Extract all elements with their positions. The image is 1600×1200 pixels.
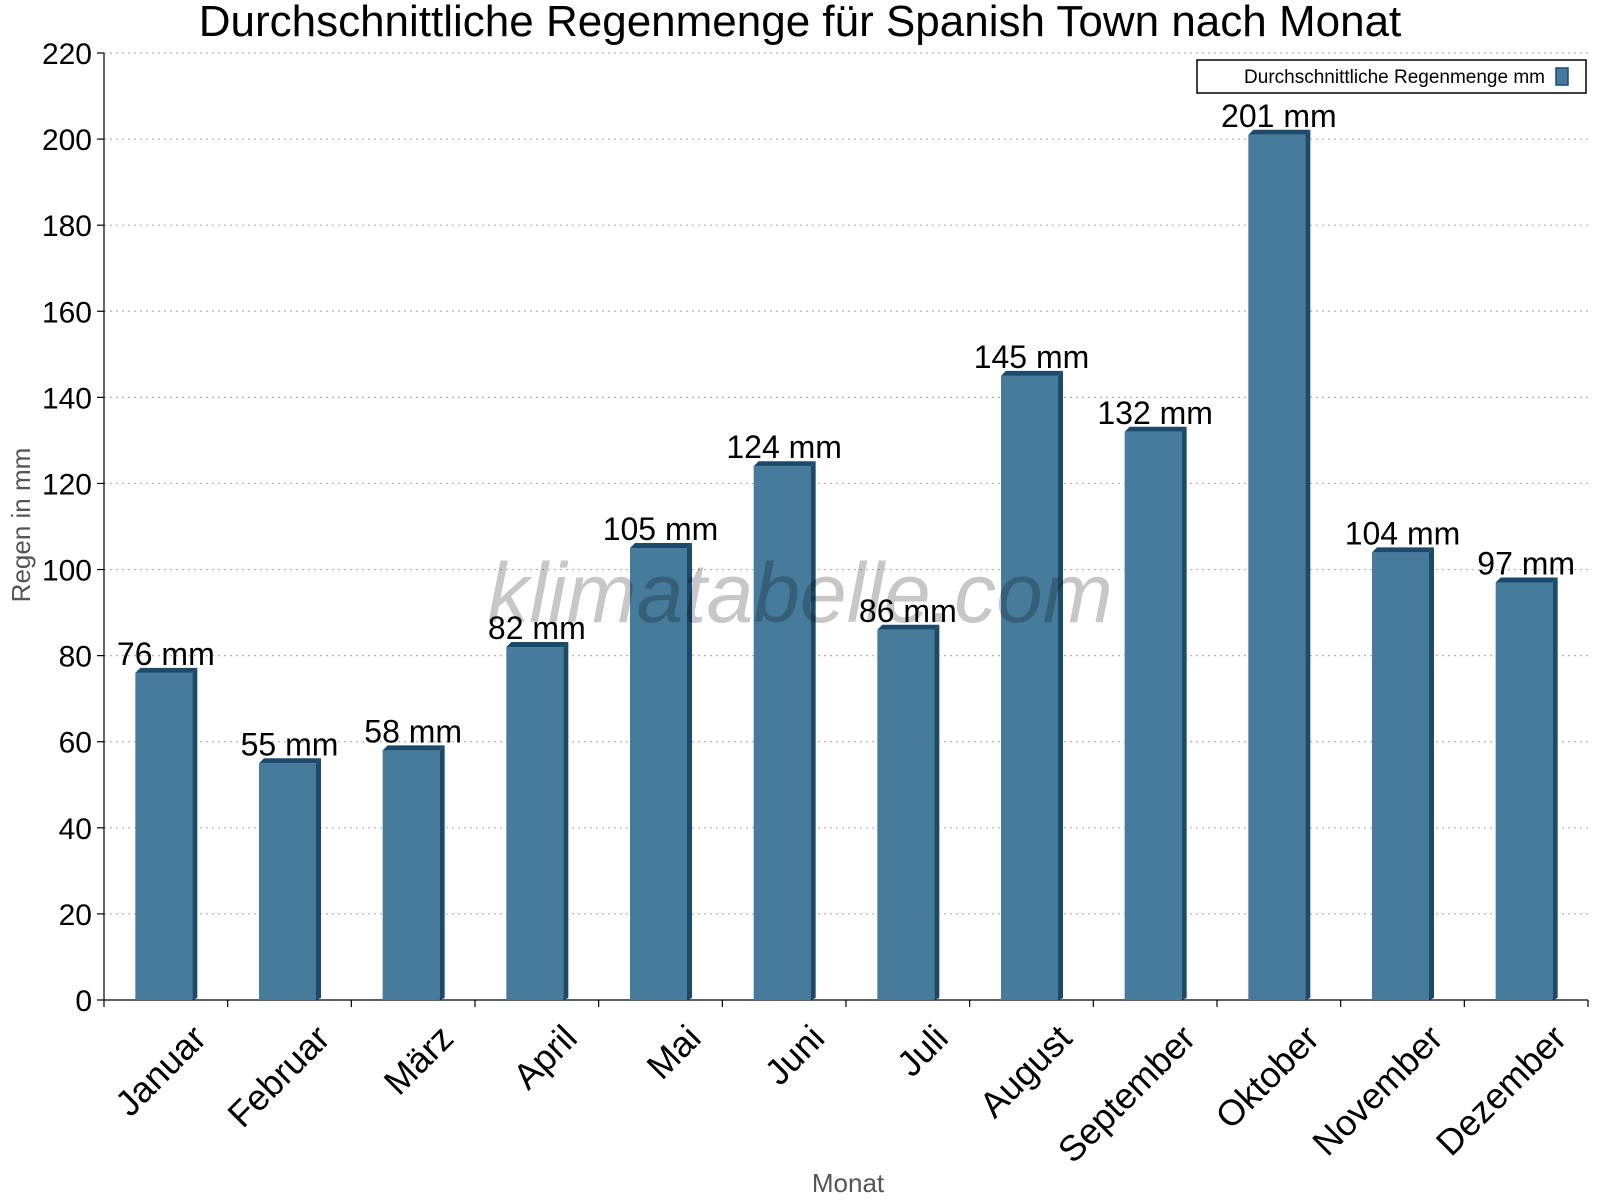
- x-axis-ticks: Januar Februar März April Mai Juni Juli AugustS…: [103, 1000, 1589, 1171]
- bar-top: [1001, 370, 1063, 376]
- y-tick-label: 100: [42, 555, 92, 588]
- bar-value-label: 132 mm: [1097, 395, 1213, 431]
- bar: [1001, 375, 1058, 1000]
- bar-top: [630, 543, 692, 549]
- bar-group: 86 mm: [859, 593, 957, 1000]
- bar: [135, 672, 193, 1000]
- bar-top: [1248, 129, 1311, 135]
- x-tick-label: Oktober: [1207, 1017, 1327, 1137]
- bar-series: 76 mm 55 mm 58 mm 82 mm 105 mm 124 mm 86 mm 145…: [117, 98, 1575, 1001]
- x-tick-label: Mai: [639, 1017, 709, 1087]
- bar: [1372, 552, 1429, 1000]
- bar-top: [259, 758, 321, 764]
- bar-side: [1305, 129, 1311, 1000]
- bar-value-label: 145 mm: [974, 339, 1090, 375]
- bar-group: 58 mm: [364, 713, 462, 1000]
- legend-label: Durchschnittliche Regenmenge mm: [1244, 67, 1545, 88]
- x-tick-label: Januar: [107, 1017, 214, 1124]
- bar-group: 132 mm: [1097, 395, 1213, 1000]
- bar-value-label: 55 mm: [241, 726, 339, 762]
- bar: [877, 629, 935, 1000]
- bar-group: 97 mm: [1477, 545, 1575, 1000]
- y-tick-label: 180: [42, 210, 92, 243]
- bar-top: [1372, 547, 1434, 553]
- bar-group: 145 mm: [974, 339, 1090, 1000]
- bar-side: [439, 745, 445, 1000]
- y-tick-label: 0: [75, 985, 92, 1018]
- y-axis-ticks: 0 20 40 60 80 100 120 140 160 180 200 220: [42, 38, 104, 1018]
- bar: [1124, 431, 1182, 1000]
- bar-group: 104 mm: [1345, 515, 1461, 1000]
- legend-swatch: [1555, 67, 1569, 86]
- bar-top: [506, 642, 569, 648]
- bar-group: 76 mm: [117, 636, 215, 1000]
- bar-group: 201 mm: [1221, 98, 1337, 1000]
- bar-side: [563, 642, 569, 1000]
- x-axis-label: Monat: [812, 1168, 885, 1198]
- bar: [259, 763, 316, 1000]
- bar: [506, 647, 564, 1000]
- y-tick-label: 220: [42, 38, 92, 71]
- bar-value-label: 97 mm: [1477, 545, 1575, 581]
- bar-group: 124 mm: [726, 429, 842, 1001]
- bar-side: [1552, 577, 1558, 1000]
- bar-value-label: 82 mm: [488, 610, 586, 646]
- bar-value-label: 124 mm: [726, 429, 842, 465]
- chart-title: Durchschnittliche Regenmenge für Spanish…: [199, 0, 1402, 46]
- bar-side: [810, 461, 816, 1001]
- bar-value-label: 201 mm: [1221, 98, 1337, 134]
- bar-side: [316, 758, 321, 1000]
- bar-value-label: 58 mm: [364, 713, 462, 749]
- bar-side: [687, 543, 692, 1000]
- x-tick-label: Februar: [219, 1017, 337, 1135]
- bar: [1495, 582, 1553, 1000]
- x-tick-label: November: [1304, 1017, 1450, 1163]
- y-tick-label: 20: [59, 899, 92, 932]
- bar: [1248, 134, 1306, 1000]
- x-tick-label: Dezember: [1428, 1017, 1574, 1163]
- y-tick-label: 200: [42, 124, 92, 157]
- bar: [630, 548, 687, 1000]
- bar-value-label: 105 mm: [603, 511, 719, 547]
- x-tick-label: März: [376, 1017, 462, 1103]
- x-tick-label: August: [971, 1017, 1079, 1125]
- y-tick-label: 60: [59, 727, 92, 760]
- x-tick-label: Juni: [756, 1017, 832, 1093]
- bar-group: 105 mm: [603, 511, 719, 1000]
- bar-top: [877, 624, 940, 630]
- grid-lines: [104, 52, 1588, 915]
- y-tick-label: 160: [42, 296, 92, 329]
- y-tick-label: 140: [42, 382, 92, 415]
- bar-group: 55 mm: [241, 726, 339, 1000]
- bar-side: [1429, 547, 1434, 1000]
- bar-value-label: 76 mm: [117, 636, 215, 672]
- y-tick-label: 120: [42, 468, 92, 501]
- y-tick-label: 80: [59, 641, 92, 674]
- y-tick-label: 40: [59, 813, 92, 846]
- legend: Durchschnittliche Regenmenge mm: [1196, 59, 1587, 94]
- legend-box: [1196, 59, 1587, 94]
- bar-top: [1124, 426, 1187, 432]
- watermark: klimatabelle.com: [487, 546, 1113, 640]
- bar: [382, 750, 440, 1000]
- bar-side: [1181, 426, 1187, 1000]
- x-tick-label: April: [505, 1017, 585, 1097]
- bar-side: [934, 624, 940, 1000]
- bar: [753, 466, 811, 1001]
- bar-group: 82 mm: [488, 610, 586, 1000]
- x-tick-label: Juli: [889, 1017, 956, 1084]
- bar-side: [192, 667, 198, 1000]
- bar-side: [1058, 370, 1063, 1000]
- bar-value-label: 86 mm: [859, 593, 957, 629]
- bar-top: [753, 461, 816, 467]
- bar-top: [135, 667, 198, 673]
- bar-value-label: 104 mm: [1345, 515, 1461, 551]
- bar-top: [382, 745, 445, 751]
- bar-top: [1495, 577, 1558, 583]
- y-axis-label: Regen in mm: [6, 448, 36, 603]
